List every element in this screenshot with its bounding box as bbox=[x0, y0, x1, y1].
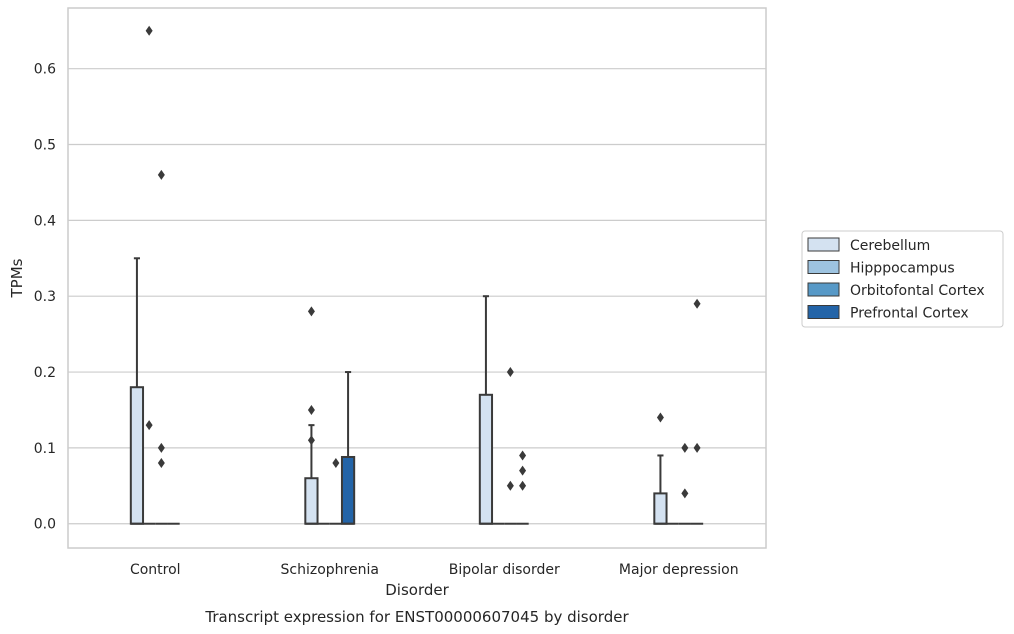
box-group bbox=[143, 25, 156, 525]
outlier-point bbox=[157, 169, 165, 180]
box-group bbox=[653, 412, 668, 525]
outlier-point bbox=[307, 306, 315, 317]
y-tick-label: 0.3 bbox=[34, 289, 56, 305]
outlier-point bbox=[332, 458, 340, 469]
outlier-point bbox=[157, 458, 165, 469]
outlier-point bbox=[519, 465, 527, 476]
legend-label: Orbitofontal Cortex bbox=[850, 283, 985, 299]
outlier-point bbox=[506, 367, 514, 378]
box bbox=[129, 386, 145, 525]
legend-label: Prefrontal Cortex bbox=[850, 306, 969, 322]
y-tick-label: 0.0 bbox=[34, 517, 56, 533]
outlier-point bbox=[307, 404, 315, 415]
x-tick-label: Schizophrenia bbox=[281, 562, 379, 578]
x-axis-label: Disorder bbox=[385, 581, 449, 599]
legend-swatch bbox=[807, 282, 840, 297]
legend: Cerebellum Hipppocampus Orbitofontal Corte… bbox=[801, 230, 1004, 328]
box bbox=[304, 477, 319, 525]
legend-label: Hipppocampus bbox=[850, 261, 955, 277]
outlier-point bbox=[693, 442, 701, 453]
outlier-point bbox=[681, 488, 689, 499]
legend-swatch bbox=[807, 237, 840, 252]
grid-lines bbox=[68, 68, 766, 525]
outlier-point bbox=[506, 480, 514, 491]
outlier-point bbox=[145, 420, 153, 431]
outlier-point bbox=[519, 480, 527, 491]
outlier-point bbox=[656, 412, 664, 423]
box bbox=[478, 393, 494, 525]
box bbox=[653, 492, 668, 525]
legend-swatch bbox=[807, 260, 840, 274]
legend-swatch bbox=[807, 305, 840, 319]
box-group bbox=[304, 306, 319, 525]
box-group bbox=[690, 298, 704, 525]
plot-area-frame bbox=[67, 7, 767, 549]
box bbox=[340, 455, 356, 525]
y-tick-label: 0.6 bbox=[34, 62, 56, 78]
box-group bbox=[329, 458, 342, 525]
legend-label: Cerebellum bbox=[850, 238, 930, 254]
x-tick-labels: Control Schizophrenia Bipolar disorder Majo… bbox=[130, 562, 739, 578]
box-group bbox=[129, 257, 145, 525]
outlier-point bbox=[519, 450, 527, 461]
outlier-point bbox=[145, 25, 153, 36]
y-tick-label: 0.1 bbox=[34, 441, 56, 457]
box-group bbox=[678, 442, 691, 525]
box-group bbox=[340, 371, 356, 525]
x-tick-label: Major depression bbox=[619, 562, 739, 578]
outlier-point bbox=[157, 442, 165, 453]
y-tick-label: 0.4 bbox=[34, 213, 56, 229]
x-tick-label: Bipolar disorder bbox=[449, 562, 560, 578]
y-tick-label: 0.5 bbox=[34, 138, 56, 154]
outlier-point bbox=[681, 442, 689, 453]
chart-title: Transcript expression for ENST0000060704… bbox=[204, 608, 629, 626]
x-tick-label: Control bbox=[130, 562, 181, 578]
box-marks bbox=[129, 25, 704, 525]
box-group bbox=[504, 367, 517, 525]
box-group bbox=[516, 450, 529, 525]
box-group bbox=[155, 169, 168, 525]
y-axis-label: TPMs bbox=[8, 258, 26, 298]
y-tick-label: 0.2 bbox=[34, 365, 56, 381]
outlier-point bbox=[307, 435, 315, 446]
outlier-point bbox=[693, 298, 701, 309]
legend-frame bbox=[801, 230, 1004, 328]
y-tick-labels: 0.0 0.1 0.2 0.3 0.4 0.5 0.6 bbox=[34, 62, 56, 533]
box-group bbox=[478, 295, 494, 525]
